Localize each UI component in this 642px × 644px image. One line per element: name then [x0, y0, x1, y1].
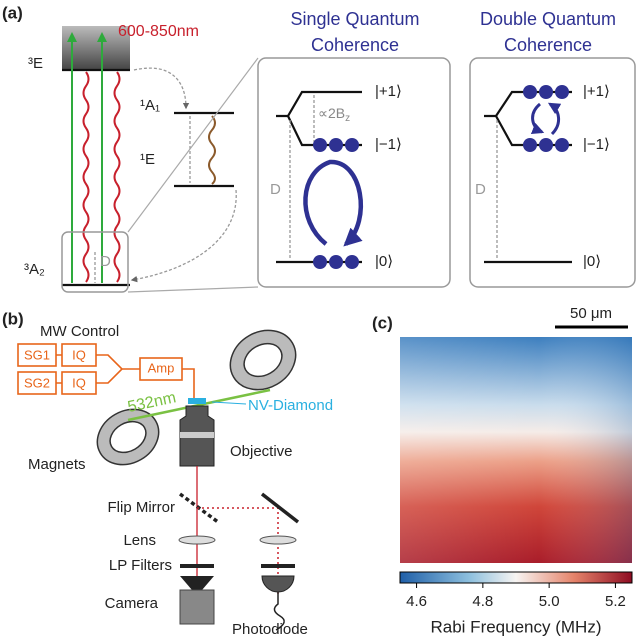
dot — [523, 138, 537, 152]
label: |0⟩ — [375, 253, 393, 270]
shape — [533, 104, 542, 132]
label: (b) — [2, 309, 24, 328]
label: ∝2Bz — [318, 105, 350, 124]
shape — [115, 72, 120, 282]
dot — [539, 85, 553, 99]
line — [128, 287, 258, 292]
label: Coherence — [311, 35, 399, 55]
label: 50 μm — [570, 305, 612, 322]
colorbar-tick-label: 4.6 — [406, 593, 427, 610]
label: ∝2B — [318, 105, 345, 121]
label: MW Control — [40, 323, 119, 340]
dot — [345, 255, 359, 269]
label: (a) — [2, 3, 23, 22]
colorbar-tick-label: 5.2 — [605, 593, 626, 610]
dot — [539, 138, 553, 152]
label: z — [345, 113, 350, 124]
label: |−1⟩ — [375, 136, 402, 153]
shape — [260, 536, 296, 544]
shape — [180, 432, 214, 438]
dot — [555, 85, 569, 99]
label: SG1 — [24, 347, 50, 362]
line — [212, 402, 246, 404]
shape — [179, 536, 215, 544]
shape — [400, 337, 632, 563]
dot — [329, 138, 343, 152]
dot — [523, 85, 537, 99]
panel-a: (a) ³E ³A₂ 600-850nm ¹A₁ ¹E D Single Qua… — [2, 3, 635, 292]
label: ¹E — [140, 151, 155, 168]
shape — [180, 564, 214, 568]
figure: (a) ³E ³A₂ 600-850nm ¹A₁ ¹E D Single Qua… — [0, 0, 642, 639]
label: (c) — [372, 313, 393, 332]
label: LP Filters — [109, 557, 172, 574]
dot — [313, 138, 327, 152]
dot — [329, 255, 343, 269]
label: Camera — [105, 595, 159, 612]
label: Single Quantum — [290, 9, 419, 29]
shape — [550, 104, 559, 134]
shape — [262, 576, 294, 592]
label: Rabi Frequency (MHz) — [431, 617, 602, 636]
label: Objective — [230, 443, 293, 460]
panel-c: (c) 50 μm Rabi Frequency (MHz) 4.6 4.8 5.0… — [372, 305, 632, 637]
label: IQ — [72, 375, 86, 390]
label: Double Quantum — [480, 9, 616, 29]
shape — [180, 590, 214, 624]
label: |0⟩ — [583, 253, 601, 270]
label: |+1⟩ — [375, 83, 402, 100]
line — [128, 58, 258, 232]
shape — [305, 162, 360, 244]
shape — [209, 116, 215, 184]
label: |−1⟩ — [583, 136, 610, 153]
label: Flip Mirror — [108, 499, 176, 516]
shape — [84, 72, 89, 282]
label: ³E — [28, 55, 43, 72]
dot — [555, 138, 569, 152]
label: NV-Diamond — [248, 397, 333, 414]
label: ¹A₁ — [140, 97, 160, 114]
label: ³A₂ — [24, 261, 45, 278]
shape — [261, 564, 295, 568]
label: IQ — [72, 347, 86, 362]
label: Lens — [123, 532, 156, 549]
shape — [400, 572, 632, 583]
colorbar-tick-label: 5.0 — [539, 593, 560, 610]
label: SG2 — [24, 375, 50, 390]
label: Magnets — [28, 456, 86, 473]
label: D — [270, 181, 281, 198]
label: Amp — [148, 360, 175, 375]
label: Coherence — [504, 35, 592, 55]
panel-b: (b) MW Control SG1 IQ SG2 IQ Amp 532nm N… — [2, 309, 333, 637]
label: D — [100, 253, 111, 270]
label: D — [475, 181, 486, 198]
dot — [345, 138, 359, 152]
shape — [188, 398, 206, 404]
shape — [180, 576, 214, 590]
shape — [132, 190, 236, 280]
dot — [313, 255, 327, 269]
label: Photodiode — [232, 621, 308, 638]
label: 600-850nm — [118, 23, 199, 40]
colorbar-tick-label: 4.8 — [472, 593, 493, 610]
label: |+1⟩ — [583, 83, 610, 100]
